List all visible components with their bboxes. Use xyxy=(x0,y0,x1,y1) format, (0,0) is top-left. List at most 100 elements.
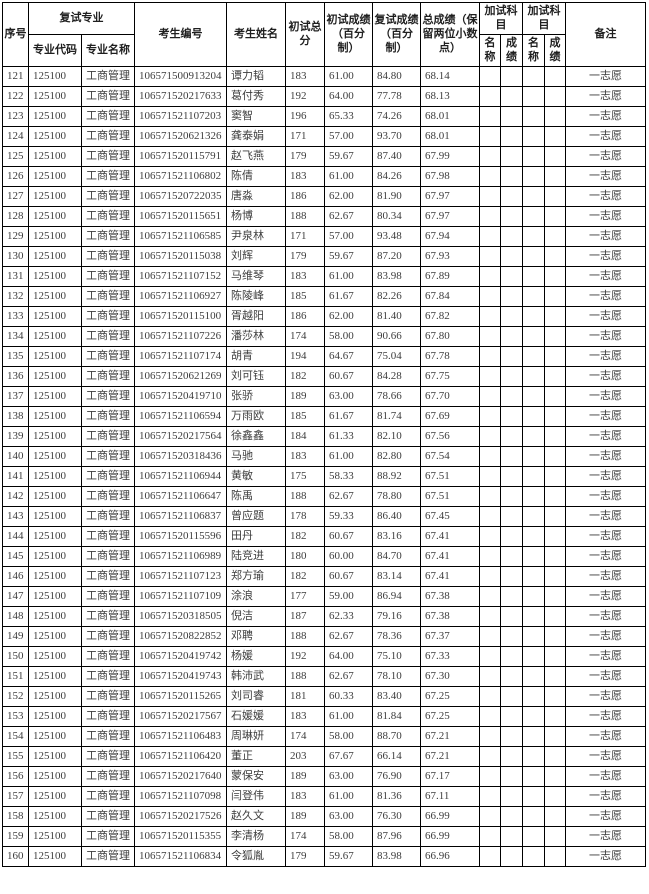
cell-total: 67.51 xyxy=(420,485,480,507)
cell-major-name: 工商管理 xyxy=(81,265,135,287)
cell-seq: 154 xyxy=(2,725,29,747)
cell-major-code: 125100 xyxy=(28,325,82,347)
cell-initial-total: 192 xyxy=(285,85,325,107)
table-row: 146 125100 工商管理 106571521107123 郑方瑜 182 60.67 8… xyxy=(2,565,646,587)
cell-initial-pct: 59.67 xyxy=(324,145,373,167)
cell-total: 67.97 xyxy=(420,185,480,207)
cell-candidate-no: 106571520217633 xyxy=(134,85,227,107)
cell-extra2-name xyxy=(522,785,545,807)
cell-total: 67.84 xyxy=(420,285,480,307)
cell-initial-pct: 60.67 xyxy=(324,565,373,587)
cell-name: 万雨欧 xyxy=(226,405,286,427)
cell-extra2-name xyxy=(522,765,545,787)
cell-extra2-score xyxy=(544,365,566,387)
cell-extra1-name xyxy=(479,165,501,187)
cell-initial-total: 188 xyxy=(285,665,325,687)
cell-remark: 一志愿 xyxy=(565,325,646,347)
cell-retest-pct: 87.20 xyxy=(372,245,421,267)
cell-seq: 150 xyxy=(2,645,29,667)
cell-major-code: 125100 xyxy=(28,345,82,367)
cell-initial-total: 188 xyxy=(285,625,325,647)
cell-major-name: 工商管理 xyxy=(81,205,135,227)
cell-name: 陈陵峰 xyxy=(226,285,286,307)
cell-major-name: 工商管理 xyxy=(81,505,135,527)
cell-major-code: 125100 xyxy=(28,285,82,307)
cell-extra2-score xyxy=(544,845,566,867)
cell-remark: 一志愿 xyxy=(565,225,646,247)
cell-retest-pct: 90.66 xyxy=(372,325,421,347)
cell-extra1-score xyxy=(500,565,523,587)
cell-name: 杨博 xyxy=(226,205,286,227)
cell-retest-pct: 88.70 xyxy=(372,725,421,747)
cell-seq: 128 xyxy=(2,205,29,227)
cell-major-name: 工商管理 xyxy=(81,85,135,107)
cell-initial-pct: 65.33 xyxy=(324,105,373,127)
cell-extra1-score xyxy=(500,325,523,347)
cell-major-name: 工商管理 xyxy=(81,565,135,587)
cell-major-name: 工商管理 xyxy=(81,605,135,627)
cell-major-name: 工商管理 xyxy=(81,65,135,87)
cell-seq: 139 xyxy=(2,425,29,447)
cell-extra1-score xyxy=(500,105,523,127)
cell-extra1-score xyxy=(500,805,523,827)
cell-remark: 一志愿 xyxy=(565,465,646,487)
cell-extra1-score xyxy=(500,405,523,427)
cell-extra2-score xyxy=(544,285,566,307)
cell-extra2-score xyxy=(544,65,566,87)
cell-extra1-score xyxy=(500,305,523,327)
cell-total: 68.14 xyxy=(420,65,480,87)
table-row: 153 125100 工商管理 106571520217567 石媛媛 183 61.00 8… xyxy=(2,705,646,727)
cell-extra2-name xyxy=(522,665,545,687)
cell-remark: 一志愿 xyxy=(565,485,646,507)
cell-retest-pct: 83.98 xyxy=(372,265,421,287)
cell-major-code: 125100 xyxy=(28,465,82,487)
cell-retest-pct: 81.74 xyxy=(372,405,421,427)
cell-seq: 140 xyxy=(2,445,29,467)
cell-major-name: 工商管理 xyxy=(81,325,135,347)
cell-candidate-no: 106571520115596 xyxy=(134,525,227,547)
cell-major-code: 125100 xyxy=(28,545,82,567)
cell-name: 刘可钰 xyxy=(226,365,286,387)
cell-total: 67.38 xyxy=(420,585,480,607)
cell-extra2-name xyxy=(522,185,545,207)
results-tbody: 121 125100 工商管理 106571500913204 谭力韬 183 61.00 8… xyxy=(2,65,646,867)
cell-seq: 135 xyxy=(2,345,29,367)
cell-remark: 一志愿 xyxy=(565,385,646,407)
cell-major-code: 125100 xyxy=(28,225,82,247)
cell-initial-pct: 61.00 xyxy=(324,265,373,287)
table-row: 129 125100 工商管理 106571521106585 尹泉林 171 57.00 9… xyxy=(2,225,646,247)
cell-extra2-score xyxy=(544,485,566,507)
cell-seq: 133 xyxy=(2,305,29,327)
cell-initial-total: 175 xyxy=(285,465,325,487)
cell-extra2-name xyxy=(522,565,545,587)
cell-initial-pct: 62.00 xyxy=(324,185,373,207)
cell-candidate-no: 106571520419742 xyxy=(134,645,227,667)
cell-extra2-name xyxy=(522,165,545,187)
cell-seq: 156 xyxy=(2,765,29,787)
table-row: 134 125100 工商管理 106571521107226 潘莎林 174 58.00 9… xyxy=(2,325,646,347)
cell-total: 67.69 xyxy=(420,405,480,427)
col-header-retest-major: 复试专业 xyxy=(28,2,135,35)
table-row: 138 125100 工商管理 106571521106594 万雨欧 185 61.67 8… xyxy=(2,405,646,427)
cell-retest-pct: 87.40 xyxy=(372,145,421,167)
cell-initial-total: 174 xyxy=(285,725,325,747)
cell-extra2-score xyxy=(544,785,566,807)
cell-extra2-name xyxy=(522,325,545,347)
cell-seq: 160 xyxy=(2,845,29,867)
cell-extra2-score xyxy=(544,305,566,327)
cell-initial-pct: 61.00 xyxy=(324,785,373,807)
cell-name: 葛付秀 xyxy=(226,85,286,107)
cell-remark: 一志愿 xyxy=(565,605,646,627)
cell-total: 67.82 xyxy=(420,305,480,327)
cell-extra2-score xyxy=(544,85,566,107)
cell-candidate-no: 106571520822852 xyxy=(134,625,227,647)
table-row: 148 125100 工商管理 106571520318505 倪洁 187 62.33 79… xyxy=(2,605,646,627)
cell-retest-pct: 80.34 xyxy=(372,205,421,227)
cell-name: 令狐胤 xyxy=(226,845,286,867)
cell-extra2-score xyxy=(544,825,566,847)
cell-retest-pct: 75.10 xyxy=(372,645,421,667)
cell-extra1-name xyxy=(479,145,501,167)
table-row: 128 125100 工商管理 106571520115651 杨博 188 62.67 80… xyxy=(2,205,646,227)
cell-extra2-score xyxy=(544,685,566,707)
cell-candidate-no: 106571520217564 xyxy=(134,425,227,447)
